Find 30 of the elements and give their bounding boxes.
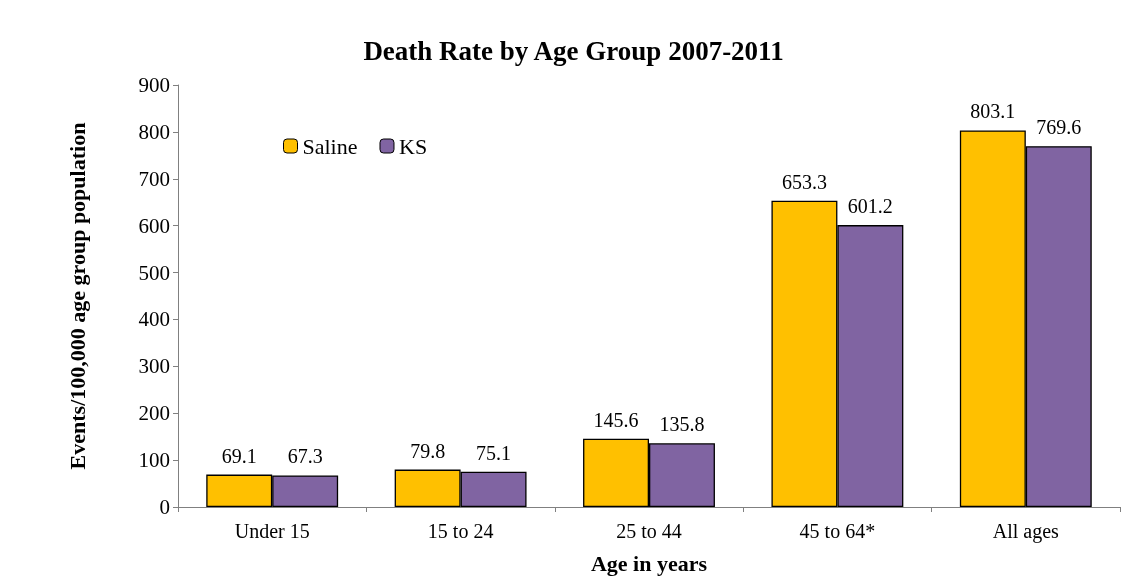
y-tick-label: 700 [138,166,170,191]
x-tick-label: 15 to 24 [427,520,494,542]
legend-label: KS [398,133,428,159]
data-label: 67.3 [287,445,323,468]
data-label: 653.3 [781,170,827,193]
x-axis-title: Age in years [590,550,708,576]
legend-label: Saline [302,133,358,159]
y-tick-label: 800 [138,119,170,144]
y-axis-title: Events/100,000 age group population [64,122,90,470]
x-tick-label: 45 to 64* [799,520,876,542]
y-tick-label: 400 [138,307,170,332]
y-tick-label: 500 [138,260,170,285]
x-tick-label: 25 to 44 [616,520,682,542]
y-tick-label: 0 [159,495,170,519]
y-tick-label: 600 [138,213,170,238]
y-tick-label: 300 [138,354,170,379]
data-label: 145.6 [593,408,639,431]
data-label: 803.1 [970,100,1016,123]
y-tick-label: 100 [138,448,170,473]
data-label: 135.8 [659,413,705,436]
data-label: 75.1 [476,441,512,464]
x-tick-label: All ages [992,520,1060,543]
data-label: 769.6 [1036,116,1082,139]
y-tick-label: 200 [138,401,170,426]
data-label: 69.1 [221,444,257,467]
y-tick-label: 900 [138,73,170,97]
x-tick-label: Under 15 [234,520,310,542]
data-label: 79.8 [410,439,446,462]
data-label: 601.2 [847,195,893,218]
chart-title: Death Rate by Age Group 2007-2011 [363,35,784,66]
